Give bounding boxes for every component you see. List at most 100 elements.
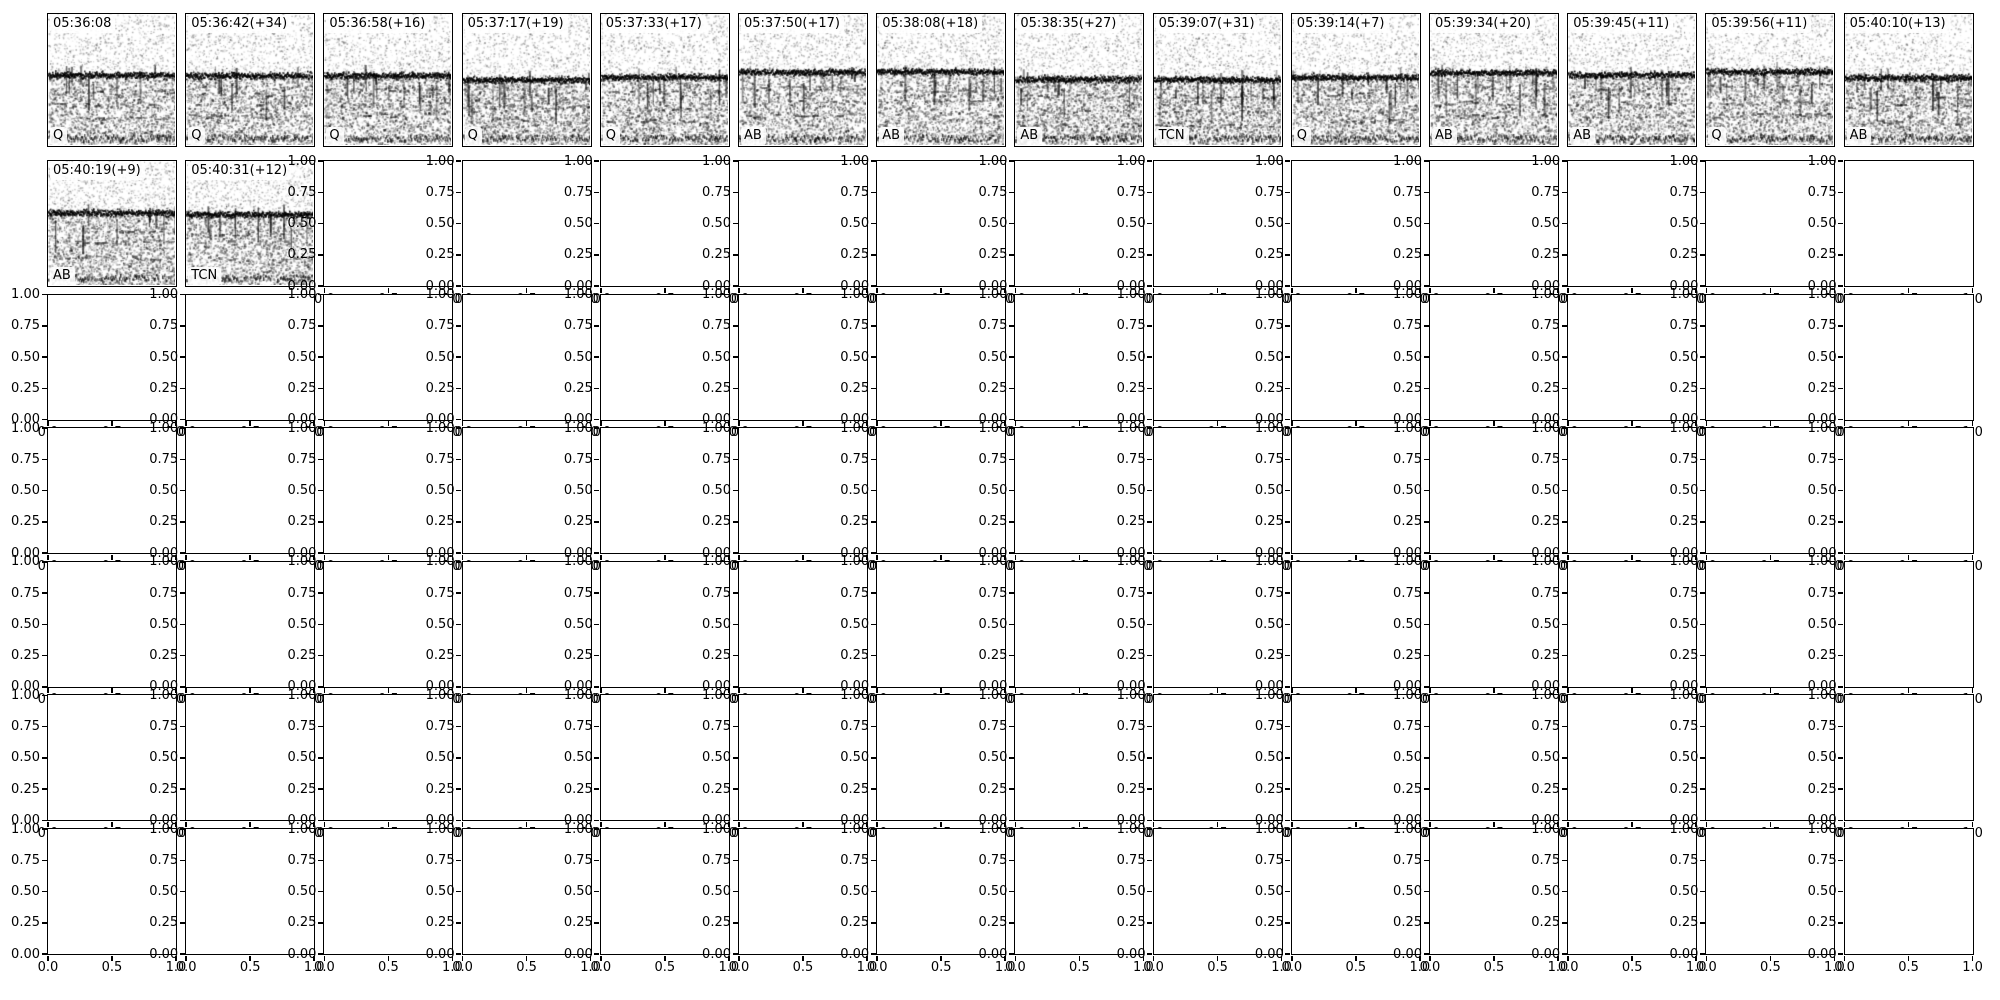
y-tick-label: 0.50 — [563, 884, 593, 899]
y-tick-label: 1.00 — [11, 287, 40, 303]
x-tick-mark — [47, 421, 49, 427]
y-tick-label: 0.50 — [563, 483, 593, 499]
x-tick-mark — [1493, 821, 1495, 827]
y-tick-label: 1.00 — [287, 687, 317, 703]
y-tick-label: 0.50 — [1254, 349, 1284, 365]
y-tick-mark — [594, 859, 600, 861]
y-tick-label: 0.00 — [840, 278, 870, 294]
x-tick-mark — [1557, 287, 1559, 293]
y-tick-mark — [732, 427, 738, 429]
empty-axes-r7c7: 1.00 0.75 0.50 0.25 0.00 0.0 0.5 1.0 — [840, 822, 1015, 975]
y-tick-label: 0.75 — [978, 451, 1008, 467]
empty-axes-r7c6: 1.00 0.75 0.50 0.25 0.00 0.0 0.5 1.0 — [702, 822, 877, 975]
y-tick-label: 0.25 — [287, 380, 317, 396]
y-tick-label: 0.50 — [149, 884, 179, 899]
x-tick-mark — [866, 287, 868, 293]
y-tick-label: 1.00 — [840, 821, 870, 837]
spectrogram-image — [600, 14, 728, 145]
y-tick-mark — [1423, 325, 1429, 327]
x-tick-mark — [1152, 287, 1155, 293]
y-tick-mark — [456, 890, 462, 893]
y-tick-mark — [1561, 757, 1567, 759]
y-tick-mark — [1008, 859, 1014, 861]
y-tick-label: 0.50 — [1669, 216, 1699, 231]
y-tick-mark — [1699, 788, 1705, 790]
x-tick-label: 0.0 — [1281, 959, 1303, 975]
y-tick-label: 0.75 — [840, 585, 870, 601]
y-tick-mark — [1147, 859, 1153, 861]
x-tick-label: 0.0 — [1419, 959, 1441, 975]
y-tick-label: 0.00 — [425, 679, 455, 695]
y-tick-label: 0.00 — [1116, 412, 1146, 428]
x-tick-mark — [1291, 955, 1293, 961]
y-tick-label: 1.00 — [1393, 821, 1422, 837]
y-tick-label: 0.50 — [840, 483, 870, 499]
y-tick-mark — [1423, 387, 1429, 390]
y-tick-label: 1.00 — [978, 554, 1008, 570]
y-tick-mark — [1423, 953, 1429, 955]
y-tick-mark — [1699, 325, 1705, 327]
y-tick-mark — [1285, 160, 1291, 162]
spectrogram-image — [1015, 14, 1143, 145]
y-tick-mark — [732, 387, 738, 390]
y-tick-mark — [456, 819, 462, 822]
y-tick-mark — [1838, 819, 1844, 822]
x-tick-mark — [1567, 287, 1569, 293]
y-tick-mark — [1561, 592, 1567, 594]
x-tick-label: 0.5 — [1621, 959, 1643, 975]
y-tick-mark — [1699, 592, 1705, 594]
x-tick-mark — [313, 821, 315, 827]
y-tick-label: 1.00 — [1531, 821, 1561, 837]
x-tick-mark — [387, 955, 390, 961]
y-tick-mark — [732, 623, 738, 626]
x-tick-mark — [1705, 287, 1708, 293]
y-tick-mark — [41, 654, 47, 657]
x-tick-mark — [313, 955, 315, 961]
y-tick-label: 0.25 — [1669, 247, 1699, 263]
y-tick-mark — [1423, 686, 1429, 688]
y-tick-label: 1.00 — [1393, 420, 1422, 436]
classifier-label: AB — [50, 267, 75, 285]
y-tick-label: 0.75 — [840, 451, 870, 467]
x-tick-mark — [664, 688, 666, 694]
timestamp-label: 05:38:08(+18) — [879, 15, 983, 33]
y-tick-label: 0.25 — [1116, 380, 1146, 396]
x-tick-mark — [1142, 955, 1145, 961]
x-tick-mark — [185, 688, 187, 694]
y-tick-label: 1.00 — [702, 153, 731, 169]
y-tick-mark — [732, 458, 738, 461]
y-tick-mark — [1423, 890, 1429, 893]
x-tick-mark — [876, 955, 878, 961]
y-tick-mark — [594, 293, 600, 296]
y-tick-mark — [870, 819, 876, 822]
y-tick-mark — [1561, 489, 1567, 492]
y-tick-label: 0.50 — [840, 349, 870, 365]
x-tick-mark — [185, 955, 187, 961]
y-tick-mark — [1699, 859, 1705, 861]
y-tick-mark — [732, 890, 738, 893]
y-tick-label: 1.00 — [702, 554, 731, 570]
y-tick-mark — [1561, 458, 1567, 461]
y-tick-mark — [456, 387, 462, 390]
y-tick-label: 0.00 — [1116, 545, 1146, 561]
y-tick-label: 0.50 — [11, 616, 40, 632]
y-tick-mark — [1285, 293, 1291, 296]
y-tick-label: 0.00 — [1807, 278, 1837, 294]
x-tick-mark — [525, 421, 528, 427]
y-tick-mark — [1147, 922, 1153, 924]
y-tick-mark — [1423, 521, 1429, 523]
x-tick-label: 0.5 — [516, 959, 537, 975]
y-tick-mark — [1285, 222, 1291, 225]
y-tick-mark — [456, 160, 462, 162]
y-tick-label: 1.00 — [11, 821, 40, 837]
y-tick-label: 0.25 — [149, 781, 179, 797]
y-tick-mark — [594, 953, 600, 955]
y-tick-mark — [1285, 489, 1291, 492]
y-tick-label: 1.00 — [1807, 554, 1837, 570]
y-tick-mark — [1147, 788, 1153, 790]
y-tick-label: 0.50 — [287, 616, 317, 632]
y-tick-label: 0.25 — [978, 247, 1008, 263]
y-tick-mark — [1008, 222, 1014, 225]
y-tick-mark — [870, 686, 876, 688]
y-tick-label: 0.00 — [840, 545, 870, 561]
